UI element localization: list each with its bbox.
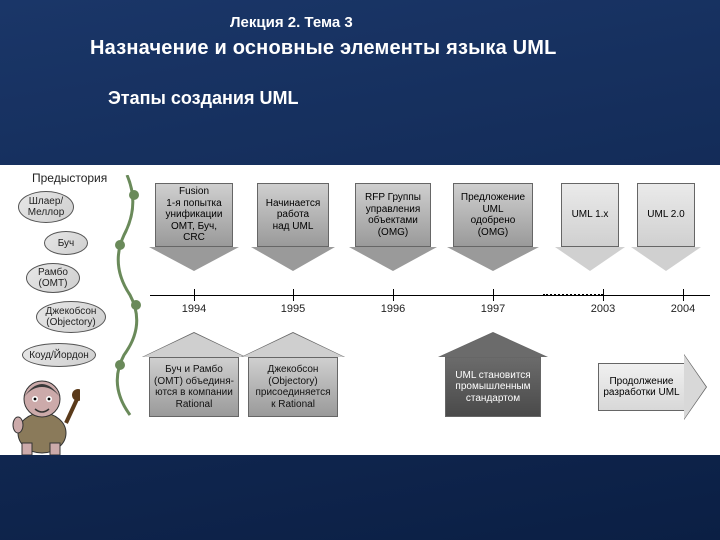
tick-1995 bbox=[293, 289, 294, 301]
caveman-icon bbox=[2, 363, 80, 455]
top-event-arrow-1 bbox=[251, 247, 335, 271]
bottom-event-0: Буч и Рамбо (OMT) объединя- ются в компа… bbox=[149, 357, 239, 417]
continue-arrow-head bbox=[684, 355, 706, 419]
top-event-arrow-0 bbox=[149, 247, 239, 271]
top-event-2: RFP Группы управления объектами (OMG) bbox=[355, 183, 431, 247]
top-event-1: Начинается работа над UML bbox=[257, 183, 329, 247]
top-event-arrow-4 bbox=[555, 247, 625, 271]
tick-1994 bbox=[194, 289, 195, 301]
year-label-1997: 1997 bbox=[481, 303, 505, 315]
slide: Лекция 2. Тема 3 Назначение и основные э… bbox=[0, 0, 720, 540]
timeline-axis bbox=[150, 295, 710, 296]
timeline-diagram: Предыстория Шлаер/ Меллор Буч Рамбо (OMT) Д… bbox=[0, 165, 720, 455]
year-label-1996: 1996 bbox=[381, 303, 405, 315]
tick-2004 bbox=[683, 289, 684, 301]
tick-1997 bbox=[493, 289, 494, 301]
sub-title: Этапы создания UML bbox=[108, 88, 720, 109]
prehistory-label: Предыстория bbox=[32, 171, 107, 185]
top-event-3: Предложение UML одобрено (OMG) bbox=[453, 183, 533, 247]
header: Лекция 2. Тема 3 Назначение и основные э… bbox=[0, 0, 720, 109]
bottom-event-arrow-1 bbox=[242, 333, 344, 357]
year-label-2003: 2003 bbox=[591, 303, 615, 315]
top-event-arrow-5 bbox=[631, 247, 701, 271]
top-event-4: UML 1.x bbox=[561, 183, 619, 247]
top-event-arrow-3 bbox=[447, 247, 539, 271]
bottom-event-arrow-0 bbox=[143, 333, 245, 357]
tick-1996 bbox=[393, 289, 394, 301]
bottom-event-arrow-2 bbox=[439, 333, 547, 357]
timeline-gap bbox=[543, 294, 603, 296]
prehistory-oval-1: Буч bbox=[44, 231, 88, 255]
tick-2003 bbox=[603, 289, 604, 301]
bottom-event-1: Джекобсон (Objectory) присоединяется к R… bbox=[248, 357, 338, 417]
prehistory-oval-3: Джекобсон (Objectory) bbox=[36, 301, 106, 333]
vine-decoration bbox=[112, 175, 142, 425]
prehistory-oval-2: Рамбо (OMT) bbox=[26, 263, 80, 293]
continue-arrow: Продолжение разработки UML bbox=[598, 363, 684, 411]
top-event-5: UML 2.0 bbox=[637, 183, 695, 247]
prehistory-oval-0: Шлаер/ Меллор bbox=[18, 191, 74, 223]
top-event-0: Fusion 1-я попытка унификации OMT, Буч, … bbox=[155, 183, 233, 247]
bottom-event-2: UML становится промышленным стандартом bbox=[445, 357, 541, 417]
lecture-label: Лекция 2. Тема 3 bbox=[230, 14, 720, 31]
top-event-arrow-2 bbox=[349, 247, 437, 271]
year-label-2004: 2004 bbox=[671, 303, 695, 315]
main-title: Назначение и основные элементы языка UML bbox=[90, 37, 720, 60]
year-label-1994: 1994 bbox=[182, 303, 206, 315]
year-label-1995: 1995 bbox=[281, 303, 305, 315]
